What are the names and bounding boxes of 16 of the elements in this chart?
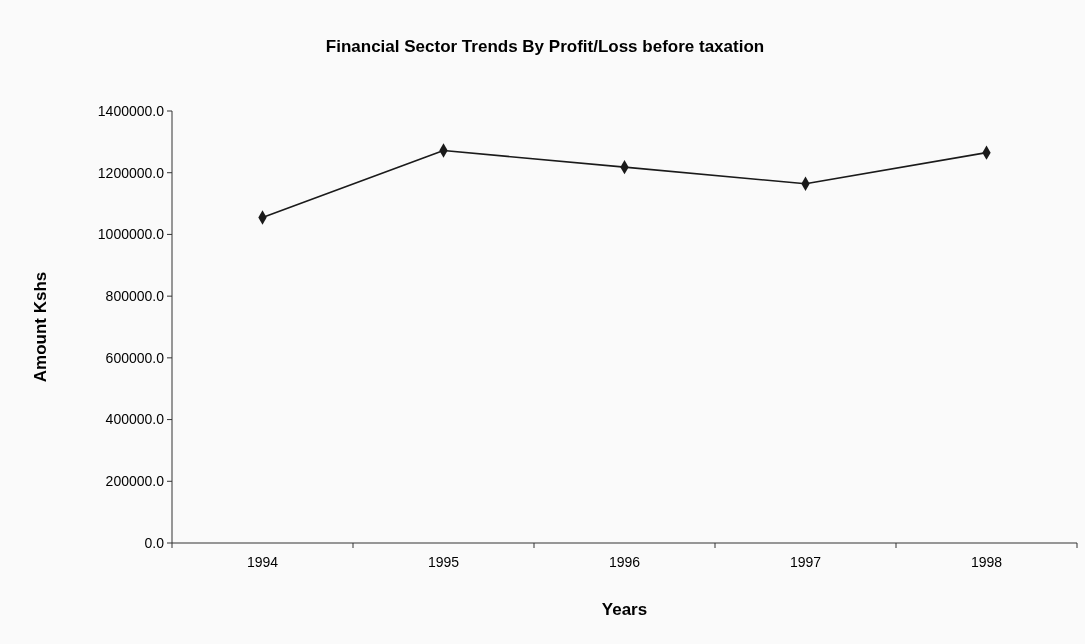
x-tick-label: 1994 — [246, 554, 279, 570]
y-tick-label: 400000.0 — [105, 411, 165, 428]
y-tick-label: 0.0 — [144, 534, 165, 551]
y-tick-label: 1200000.0 — [97, 164, 165, 181]
x-axis-title: Years — [601, 600, 648, 619]
chart-title: Financial Sector Trends By Profit/Loss before taxation — [325, 37, 765, 56]
y-tick-label: 600000.0 — [105, 349, 165, 366]
x-tick-label: 1996 — [608, 554, 641, 570]
x-tick-label: 1997 — [789, 554, 822, 570]
y-tick-label: 200000.0 — [105, 473, 165, 490]
y-tick-label: 800000.0 — [105, 288, 165, 305]
y-tick-label: 1400000.0 — [97, 102, 165, 119]
x-tick-label: 1998 — [970, 554, 1003, 570]
y-axis-title: Amount Kshs — [31, 271, 50, 383]
x-tick-label: 1995 — [427, 554, 460, 570]
y-tick-label: 1000000.0 — [97, 226, 165, 243]
